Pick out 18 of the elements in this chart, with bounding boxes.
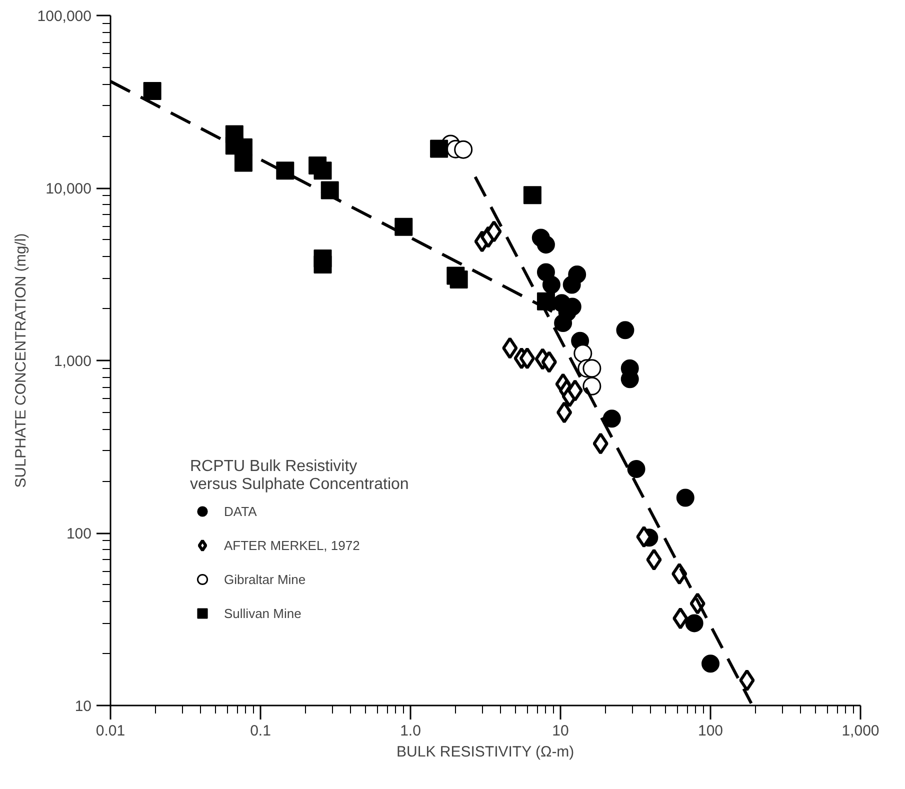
x-tick-label: 10 [552, 722, 569, 740]
x-tick-label: 1,000 [842, 722, 880, 740]
y-tick-label: 1,000 [54, 353, 92, 370]
x-axis-title: BULK RESISTIVITY (Ω-m) [396, 744, 574, 760]
y-tick-label: 10,000 [46, 180, 92, 198]
x-tick-label: 0.1 [250, 722, 271, 740]
legend-label: AFTER MERKEL, 1972 [224, 538, 360, 552]
y-axis-title: SULPHATE CONCENTRATION (mg/l) [12, 233, 30, 488]
y-tick-label: 10 [74, 698, 92, 715]
legend-label: DATA [224, 504, 257, 518]
y-tick-label: 100,000 [37, 8, 92, 25]
legend-title: RCPTU Bulk Resistivity versus Sulphate Concentration [190, 458, 409, 494]
y-tick-label: 100 [66, 526, 92, 542]
x-tick-label: 0.01 [96, 722, 126, 740]
x-tick-label: 1.0 [400, 722, 421, 740]
x-tick-label: 100 [698, 722, 724, 740]
legend-label: Gibraltar Mine [224, 572, 306, 586]
legend-label: Sullivan Mine [224, 606, 302, 620]
